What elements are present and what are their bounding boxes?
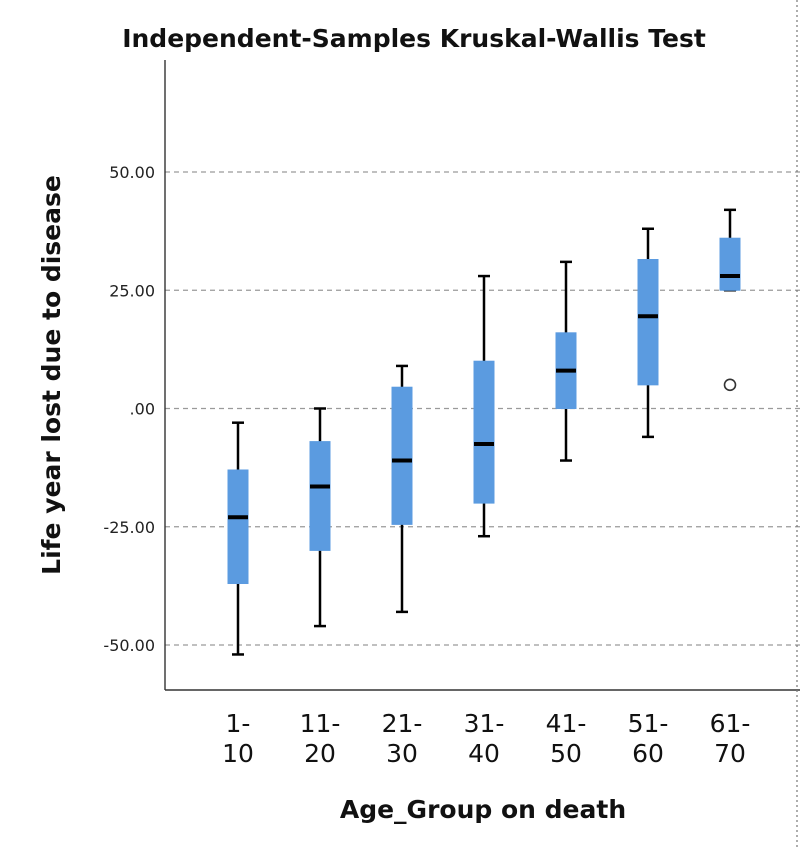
x-category-labels: 1-10 11-20 21-30 31-40 41-50 51-60 61-70 [222,709,750,768]
y-tick-label: -25.00 [103,518,155,537]
iqr-box [719,237,741,291]
y-tick-label: -50.00 [103,636,155,655]
chart-title: Independent-Samples Kruskal-Wallis Test [122,24,706,53]
box-group [227,421,249,656]
axes [164,0,800,849]
x-category-label: 1-10 [222,709,254,768]
iqr-box [391,386,413,525]
y-tick-label: 25.00 [109,281,155,300]
x-axis-title: Age_Group on death [340,795,626,824]
boxes [227,208,741,656]
x-category-label: 51-60 [628,709,669,768]
box-group [391,364,413,614]
x-category-label: 41-50 [546,709,587,768]
box-group [309,407,331,628]
iqr-box [637,259,659,386]
y-axis-title: Life year lost due to disease [37,175,66,575]
box-group [555,260,577,462]
y-tick-label: .00 [130,400,155,419]
box-group [473,274,495,538]
iqr-box [473,360,495,504]
y-ticks: 50.00 25.00 .00 -25.00 -50.00 [103,163,155,655]
outlier-point [723,378,737,392]
x-category-label: 31-40 [464,709,505,768]
iqr-box [309,441,331,551]
y-tick-label: 50.00 [109,163,155,182]
box-group [637,227,659,439]
x-category-label: 21-30 [382,709,423,768]
box-group [719,208,741,392]
x-category-label: 11-20 [300,709,341,768]
iqr-box [227,469,249,585]
x-category-label: 61-70 [710,709,751,768]
